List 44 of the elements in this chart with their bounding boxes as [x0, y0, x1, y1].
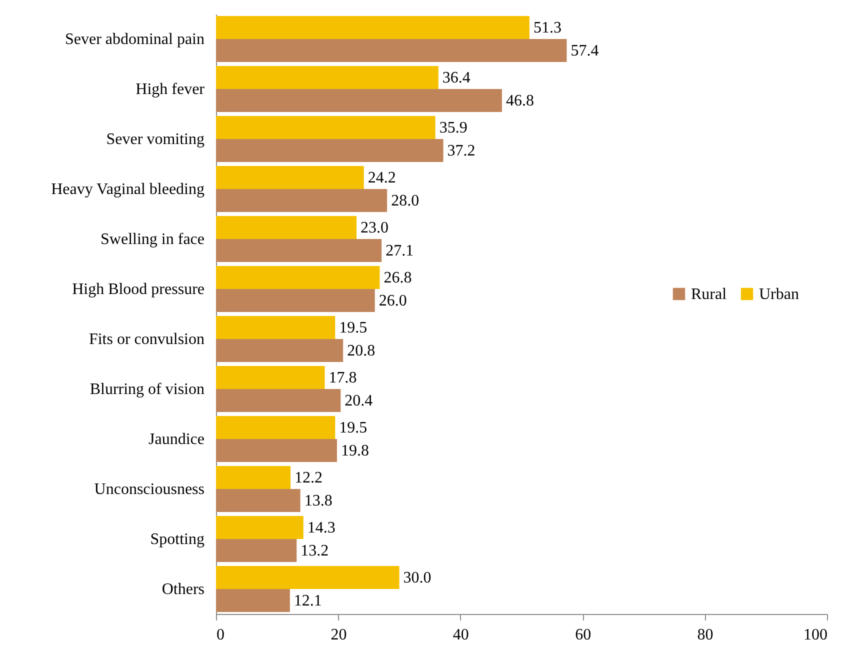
- data-label: 20.8: [347, 342, 376, 360]
- data-label: 51.3: [533, 20, 562, 36]
- y-tick-label: Sever abdominal pain: [64, 31, 204, 48]
- legend-label: Urban: [759, 286, 799, 303]
- y-tick-label: High Blood pressure: [72, 281, 204, 298]
- data-label: 17.8: [328, 370, 357, 386]
- y-tick-label: Blurring of vision: [90, 381, 204, 398]
- data-label: 35.9: [439, 120, 468, 136]
- data-label: 13.2: [300, 542, 329, 560]
- data-label: 13.8: [304, 492, 332, 510]
- data-label: 46.8: [506, 92, 534, 110]
- y-tick-label: Jaundice: [148, 431, 204, 448]
- data-label: 37.2: [447, 142, 476, 160]
- y-tick-label: Fits or convulsion: [88, 331, 204, 348]
- data-label: 12.1: [294, 592, 322, 610]
- y-tick-label: Spotting: [150, 531, 204, 548]
- data-label: 26.8: [384, 270, 412, 286]
- data-label: 24.2: [368, 170, 396, 186]
- data-label: 14.3: [307, 520, 336, 536]
- data-label: 19.5: [339, 420, 368, 436]
- data-label: 57.4: [570, 42, 599, 60]
- x-tick-label: 20: [330, 626, 347, 644]
- data-label: 30.0: [403, 570, 432, 586]
- data-label: 28.0: [391, 192, 420, 210]
- x-tick-label: 40: [452, 626, 469, 644]
- y-tick-label: Unconsciousness: [94, 481, 204, 498]
- x-tick-label: 0: [216, 626, 224, 644]
- data-label: 12.2: [294, 470, 323, 486]
- data-label: 20.4: [344, 392, 373, 410]
- data-label: 23.0: [360, 220, 389, 236]
- data-label: 27.1: [386, 242, 414, 260]
- data-label: 19.8: [340, 442, 369, 460]
- y-tick-label: Sever vomiting: [106, 131, 204, 148]
- data-label: 26.0: [378, 292, 407, 310]
- y-tick-label: Swelling in face: [100, 231, 204, 248]
- x-tick-label: 80: [697, 626, 714, 644]
- y-tick-label: Others: [162, 581, 204, 598]
- x-tick-label: 60: [575, 626, 592, 644]
- x-tick-label: 100: [804, 626, 828, 644]
- data-label: 19.5: [339, 320, 368, 336]
- y-tick-label: Heavy Vaginal bleeding: [51, 181, 204, 198]
- y-tick-label: High fever: [136, 81, 206, 98]
- legend-label: Rural: [691, 286, 728, 303]
- data-label: 36.4: [442, 70, 470, 86]
